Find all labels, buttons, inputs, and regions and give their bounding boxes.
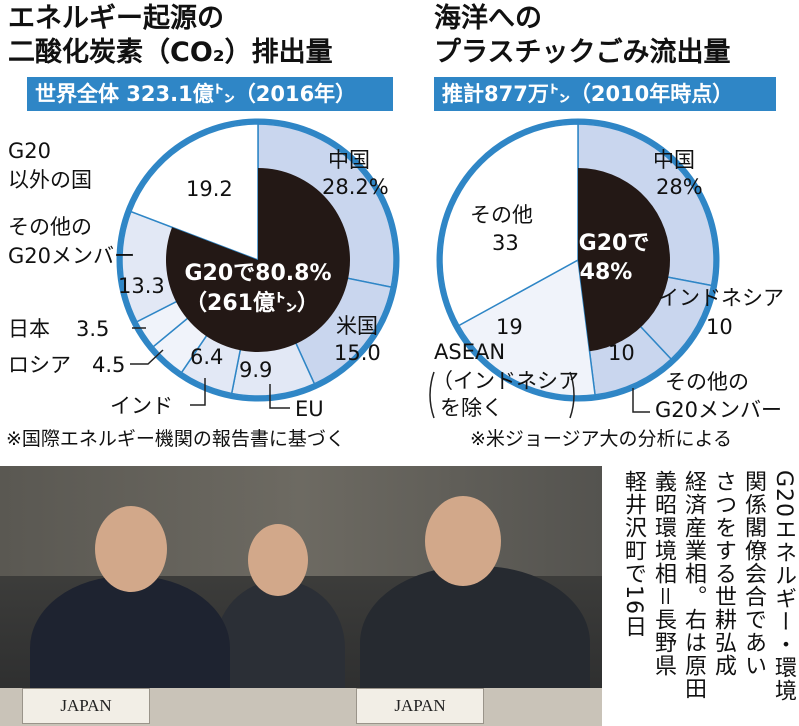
plastic-chart-title: 海洋への プラスチックごみ流出量 xyxy=(434,2,730,70)
photo-caption: G20エネルギー・環境 関係閣僚会合であい さつをする世耕弘成 経済産業相。右は… xyxy=(606,470,796,720)
value-non-g20: 19.2 xyxy=(186,177,233,201)
label-asean-3: を除く xyxy=(440,396,503,420)
label-russia: ロシア xyxy=(8,353,71,377)
label-asean-1: ASEAN xyxy=(434,340,505,364)
label-asean-2: （インドネシア xyxy=(432,369,579,393)
caption-line-4: 経済産業相。右は原田 xyxy=(681,470,706,700)
value-china: 28.2% xyxy=(322,175,389,199)
label-eu: EU xyxy=(295,397,324,421)
value-us: 15.0 xyxy=(334,341,381,365)
label-other-g20-1: その他の xyxy=(8,215,92,239)
caption-line-3: さつをする世耕弘成 xyxy=(711,470,736,677)
co2-chart-title: エネルギー起源の 二酸化炭素（CO₂）排出量 xyxy=(8,2,333,70)
label-us: 米国 xyxy=(336,314,378,338)
co2-total-banner: 世界全体 323.1億㌧（2016年） xyxy=(27,77,393,111)
value-russia: 4.5 xyxy=(92,353,125,377)
pie-left-g20-core xyxy=(166,168,350,352)
leader-line-eu xyxy=(269,384,290,409)
value-japan: 3.5 xyxy=(76,317,109,341)
value-other-plastic: 33 xyxy=(492,231,519,255)
pie-right-outer-ring xyxy=(436,118,720,402)
nameplate-right: JAPAN xyxy=(356,688,484,724)
value-eu: 9.9 xyxy=(239,358,272,382)
person-center-head xyxy=(248,524,308,596)
plastic-pie xyxy=(436,118,720,402)
pie-right-slice-3 xyxy=(457,258,596,397)
leader-line-russia xyxy=(130,349,164,365)
label-other-g20-plastic-1: その他の xyxy=(665,370,749,394)
plastic-slice-labels: 中国 28% インドネシア 10 10 その他の G20メンバー 19 ASEA… xyxy=(432,148,784,422)
co2-title-line1: エネルギー起源の xyxy=(8,3,224,34)
plastic-center-line2: 48% xyxy=(580,260,633,285)
label-china: 中国 xyxy=(328,148,370,172)
plastic-total-banner: 推計877万㌧（2010年時点） xyxy=(434,77,776,111)
co2-pie xyxy=(116,118,400,402)
value-other-g20-plastic: 10 xyxy=(608,341,635,365)
leader-line-asean-bracket-right xyxy=(569,371,575,419)
co2-title-line2: 二酸化炭素（CO₂）排出量 xyxy=(8,37,333,68)
co2-slice-labels: 中国 28.2% 米国 15.0 EU 9.9 インド 6.4 ロシア 4.5 … xyxy=(8,139,389,421)
label-india: インド xyxy=(110,394,173,418)
leader-line-india xyxy=(190,378,206,406)
co2-center-line1: G20で80.8% xyxy=(184,261,331,286)
value-indonesia: 10 xyxy=(706,315,733,339)
label-japan: 日本 xyxy=(8,317,50,341)
plastic-center-label: G20で 48% xyxy=(579,231,650,285)
leader-line-other-g20 xyxy=(632,388,650,413)
co2-leader-lines xyxy=(130,327,290,409)
value-other-g20: 13.3 xyxy=(118,274,165,298)
caption-line-1: G20エネルギー・環境 xyxy=(771,470,796,703)
label-other-g20-2: G20メンバー xyxy=(8,244,135,268)
pie-left-outer-ring xyxy=(116,118,400,402)
person-left-head xyxy=(95,506,167,592)
co2-source-note: ※国際エネルギー機関の報告書に基づく xyxy=(6,428,345,450)
label-other-g20-plastic-2: G20メンバー xyxy=(655,398,782,422)
label-non-g20-2: 以外の国 xyxy=(8,168,92,192)
caption-line-2: 関係閣僚会合であい xyxy=(741,470,766,677)
label-china-plastic: 中国 xyxy=(653,148,695,172)
value-china-plastic: 28% xyxy=(656,175,703,199)
plastic-title-line1: 海洋への xyxy=(434,3,542,34)
plastic-leader-lines xyxy=(429,371,650,419)
plastic-source-note: ※米ジョージア大の分析による xyxy=(470,428,732,450)
caption-line-6: 軽井沢町で16日 xyxy=(621,470,646,638)
caption-line-5: 義昭環境相＝長野県 xyxy=(651,470,676,678)
pie-right-slice-4 xyxy=(441,123,579,327)
pie-right-g20-core xyxy=(578,168,671,352)
pie-left-slice-7 xyxy=(129,123,259,262)
co2-center-line2: （261億㌧） xyxy=(185,290,319,316)
plastic-center-line1: G20で xyxy=(579,231,650,256)
label-indonesia: インドネシア xyxy=(658,286,784,310)
label-other-plastic: その他 xyxy=(470,203,533,227)
label-non-g20-1: G20 xyxy=(8,139,51,163)
nameplate-left: JAPAN xyxy=(22,688,150,724)
person-right-head xyxy=(425,496,501,586)
value-asean: 19 xyxy=(496,315,523,339)
pie-charts: 中国 28.2% 米国 15.0 EU 9.9 インド 6.4 ロシア 4.5 … xyxy=(8,118,784,422)
value-india: 6.4 xyxy=(190,345,223,369)
leader-line-asean-bracket-left xyxy=(429,371,435,419)
plastic-title-line2: プラスチックごみ流出量 xyxy=(434,37,731,68)
meeting-photo: JAPAN JAPAN xyxy=(0,466,602,726)
co2-center-label: G20で80.8% （261億㌧） xyxy=(184,261,331,316)
